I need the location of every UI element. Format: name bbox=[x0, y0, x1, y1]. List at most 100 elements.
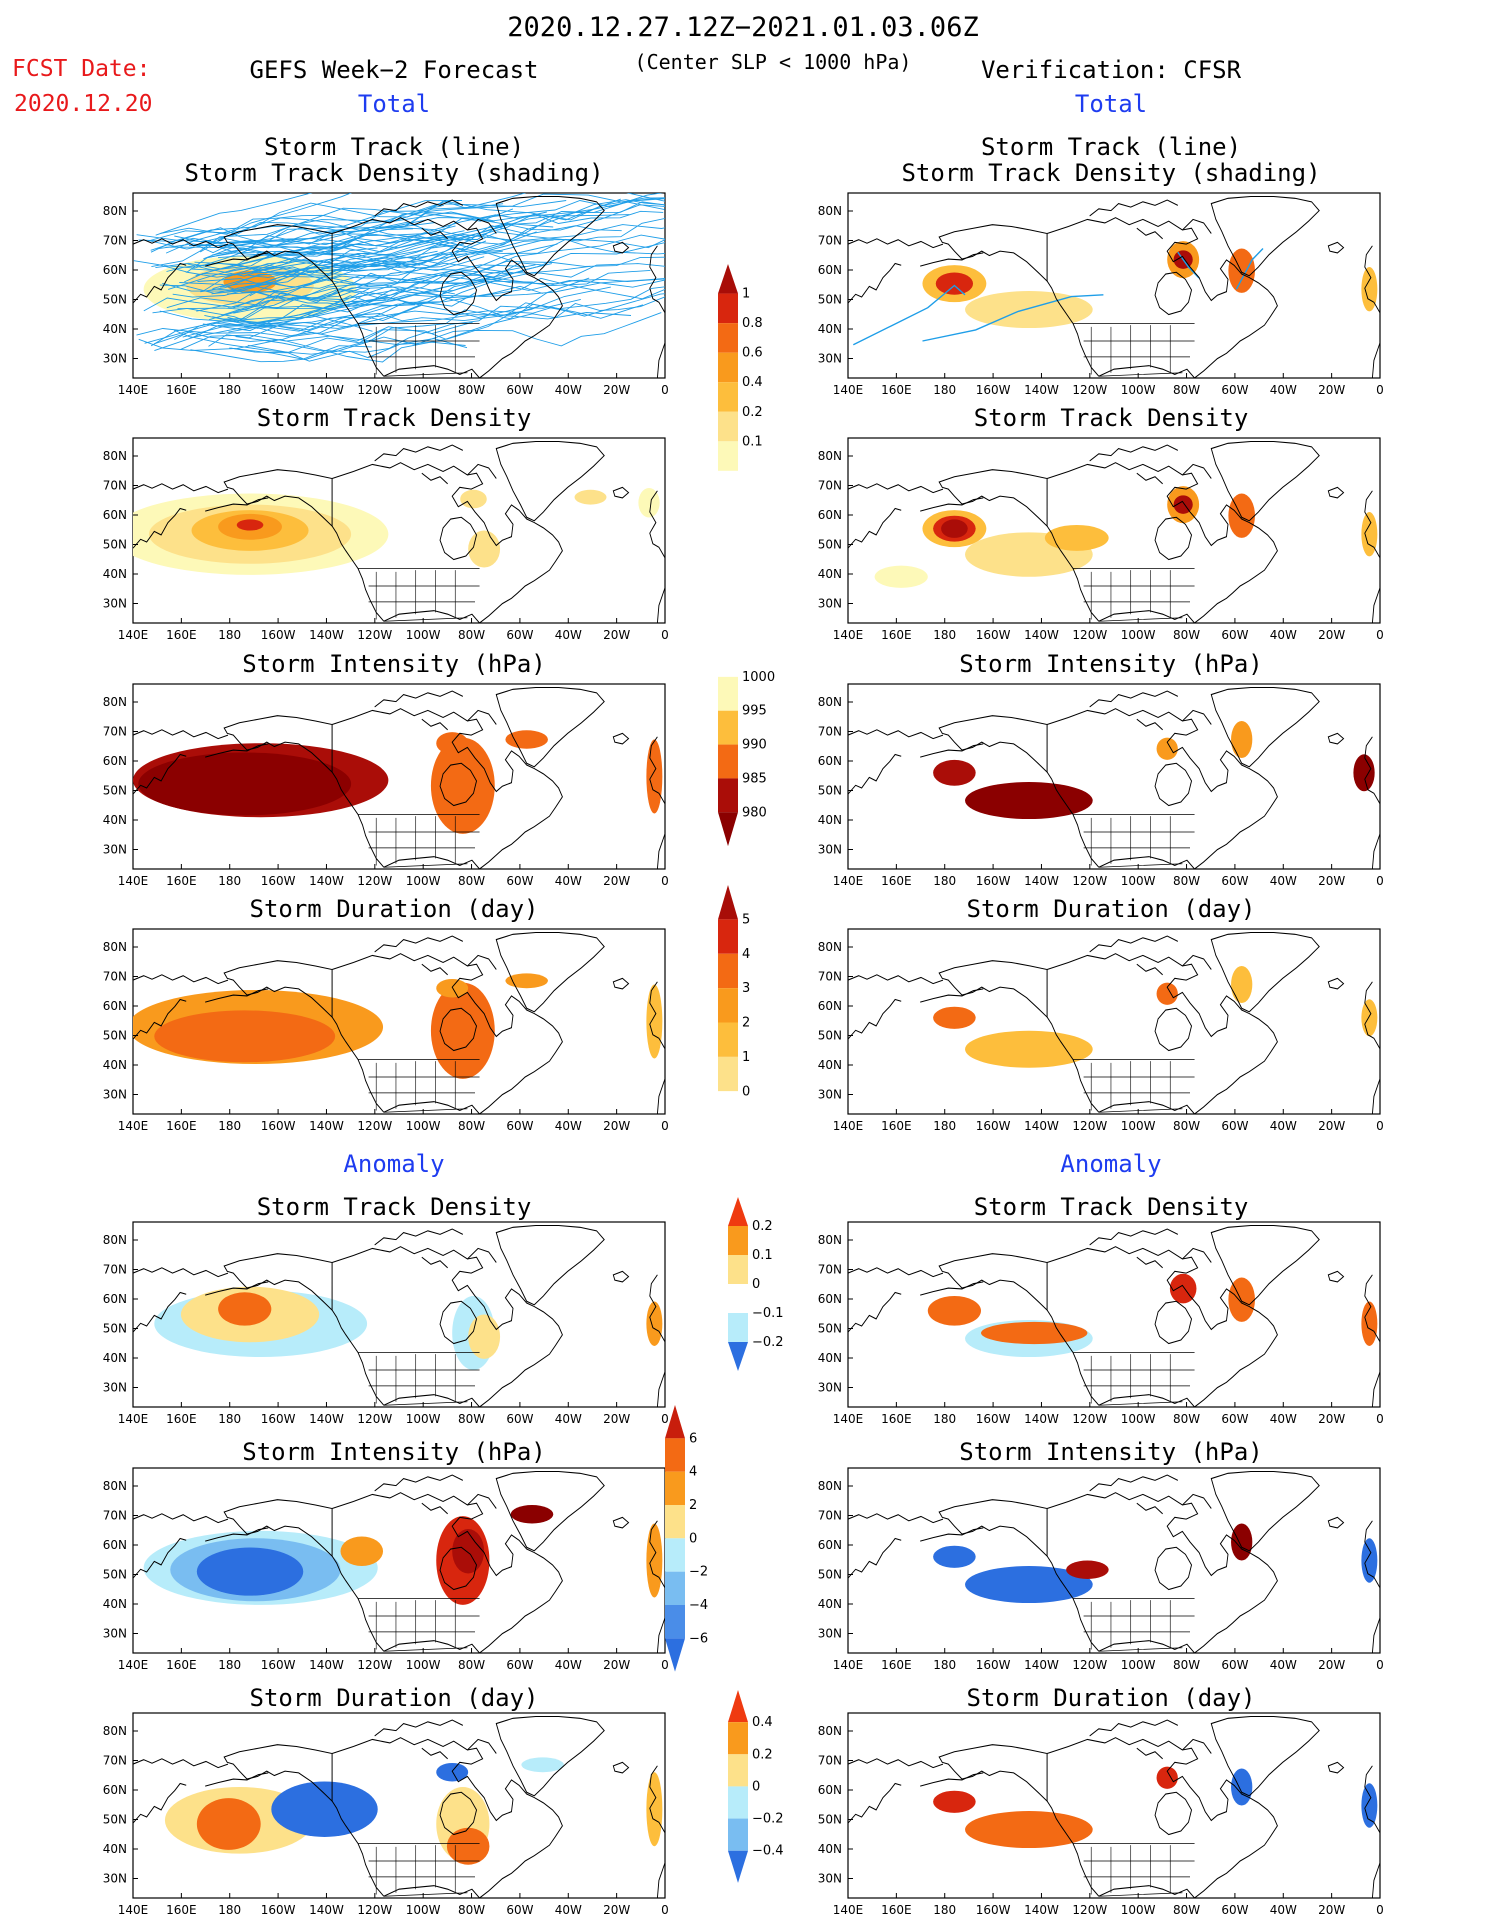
x-tick-label: 140E bbox=[833, 1119, 864, 1133]
storm-track-line bbox=[196, 263, 665, 312]
x-tick-label: 0 bbox=[661, 1412, 669, 1426]
density-shading bbox=[646, 1772, 663, 1847]
panel-title: Storm Track Density bbox=[256, 404, 532, 432]
panel-subtitle: Storm Track Density (shading) bbox=[184, 159, 604, 187]
density-shading bbox=[521, 1757, 564, 1773]
storm-track-line bbox=[852, 284, 966, 346]
storm-track-line bbox=[922, 294, 1104, 342]
density-shading bbox=[1066, 1560, 1109, 1579]
y-tick-label: 30N bbox=[818, 1088, 842, 1102]
storm-track-line bbox=[138, 312, 632, 363]
colorbar-segment bbox=[665, 1605, 685, 1639]
x-tick-label: 180 bbox=[933, 874, 956, 888]
density-shading bbox=[927, 1296, 982, 1326]
panel-title: Storm Duration (day) bbox=[249, 895, 539, 923]
x-tick-label: 40W bbox=[555, 628, 582, 642]
x-tick-label: 120W bbox=[357, 383, 392, 397]
x-tick-label: 120W bbox=[357, 1903, 392, 1917]
density-shading bbox=[271, 1781, 378, 1837]
x-tick-label: 140W bbox=[309, 1412, 344, 1426]
colorbar-density: 1 0.8 0.6 0.4 0.2 0.1 bbox=[718, 264, 763, 501]
x-tick-label: 100W bbox=[1121, 874, 1156, 888]
colorbar-arrow bbox=[718, 470, 738, 501]
storm-track-line bbox=[189, 204, 665, 249]
density-shading bbox=[1044, 524, 1109, 551]
y-tick-label: 50N bbox=[103, 293, 127, 307]
storm-track-line bbox=[233, 286, 455, 314]
y-tick-label: 60N bbox=[818, 754, 842, 768]
x-tick-label: 100W bbox=[406, 628, 441, 642]
map-panel-fc-intensity: 80N 70N 60N 50N 40N 30N 140E 160E 180 160W 140W 120… bbox=[103, 683, 669, 888]
storm-track-line bbox=[247, 238, 665, 278]
panel-title: Storm Duration (day) bbox=[966, 895, 1256, 923]
x-tick-label: 0 bbox=[1376, 874, 1384, 888]
density-shading bbox=[965, 1811, 1093, 1849]
x-tick-label: 140E bbox=[118, 1412, 149, 1426]
density-shading bbox=[340, 1536, 384, 1567]
panel-title: Storm Track (line) bbox=[263, 133, 525, 161]
x-tick-label: 80W bbox=[1173, 383, 1200, 397]
x-tick-label: 140W bbox=[1024, 1658, 1059, 1672]
period-title: 2020.12.27.12Z−2021.01.03.06Z bbox=[507, 12, 979, 43]
colorbar-arrow bbox=[728, 1690, 748, 1723]
colorbar-density-anomaly: 0.2 0.1 0 −0.1 −0.2 bbox=[728, 1197, 784, 1371]
y-tick-label: 40N bbox=[103, 1842, 127, 1856]
x-tick-label: 160W bbox=[976, 1903, 1011, 1917]
x-tick-label: 140E bbox=[833, 1903, 864, 1917]
total-label-left: Total bbox=[357, 90, 431, 118]
y-tick-label: 70N bbox=[103, 479, 127, 493]
x-tick-label: 120W bbox=[1072, 628, 1107, 642]
density-shading bbox=[154, 1010, 336, 1063]
x-tick-label: 0 bbox=[1376, 383, 1384, 397]
storm-track-line bbox=[164, 210, 664, 269]
storm-track-line bbox=[195, 239, 554, 277]
x-tick-label: 160W bbox=[976, 1658, 1011, 1672]
y-tick-label: 30N bbox=[103, 1627, 127, 1641]
y-tick-label: 50N bbox=[818, 538, 842, 552]
x-tick-label: 140E bbox=[833, 628, 864, 642]
y-tick-label: 60N bbox=[103, 754, 127, 768]
storm-track-line bbox=[247, 296, 665, 353]
density-shading bbox=[1361, 267, 1378, 312]
x-tick-label: 80W bbox=[458, 383, 485, 397]
y-tick-label: 40N bbox=[103, 1351, 127, 1365]
colorbar-label: −0.2 bbox=[752, 1812, 784, 1827]
colorbar-label: −0.4 bbox=[752, 1844, 784, 1859]
x-tick-label: 120W bbox=[1072, 1903, 1107, 1917]
colorbar-segment bbox=[728, 1313, 748, 1342]
colorbar-label: 2 bbox=[742, 1016, 750, 1031]
colorbar-segment bbox=[718, 710, 738, 745]
x-tick-label: 160W bbox=[976, 1412, 1011, 1426]
density-shading bbox=[218, 1292, 272, 1326]
map-panel-obs-density-anom: 80N 70N 60N 50N 40N 30N 140E 160E 180 160W 140W 120… bbox=[818, 1221, 1384, 1426]
colorbar-intensity-anomaly: 6 4 2 0 −2 −4 −6 bbox=[665, 1405, 708, 1672]
storm-track-line bbox=[154, 302, 566, 352]
colorbar-label: −0.2 bbox=[752, 1335, 784, 1350]
density-shading bbox=[933, 759, 976, 786]
density-shading bbox=[236, 519, 264, 531]
x-tick-label: 100W bbox=[406, 874, 441, 888]
colorbar-label: 4 bbox=[742, 947, 750, 962]
density-shading bbox=[965, 782, 1093, 820]
x-tick-label: 140W bbox=[309, 874, 344, 888]
storm-track-line bbox=[154, 265, 591, 345]
density-shading bbox=[1228, 248, 1255, 293]
x-tick-label: 140E bbox=[833, 1658, 864, 1672]
colorbar-segment bbox=[665, 1438, 685, 1472]
y-tick-label: 70N bbox=[818, 1754, 842, 1768]
x-tick-label: 180 bbox=[218, 1119, 241, 1133]
storm-track-line bbox=[235, 298, 581, 353]
x-tick-label: 60W bbox=[506, 1412, 533, 1426]
anomaly-label-left: Anomaly bbox=[343, 1150, 445, 1178]
y-tick-label: 40N bbox=[103, 813, 127, 827]
density-shading bbox=[965, 1566, 1093, 1604]
x-tick-label: 0 bbox=[661, 383, 669, 397]
x-tick-label: 100W bbox=[406, 1903, 441, 1917]
panel-title: Storm Intensity (hPa) bbox=[242, 1438, 546, 1466]
x-tick-label: 20W bbox=[1318, 1119, 1345, 1133]
x-tick-label: 80W bbox=[1173, 1412, 1200, 1426]
x-tick-label: 140E bbox=[118, 874, 149, 888]
y-tick-label: 40N bbox=[103, 567, 127, 581]
density-shading bbox=[468, 530, 501, 568]
colorbar-segment bbox=[718, 953, 738, 989]
